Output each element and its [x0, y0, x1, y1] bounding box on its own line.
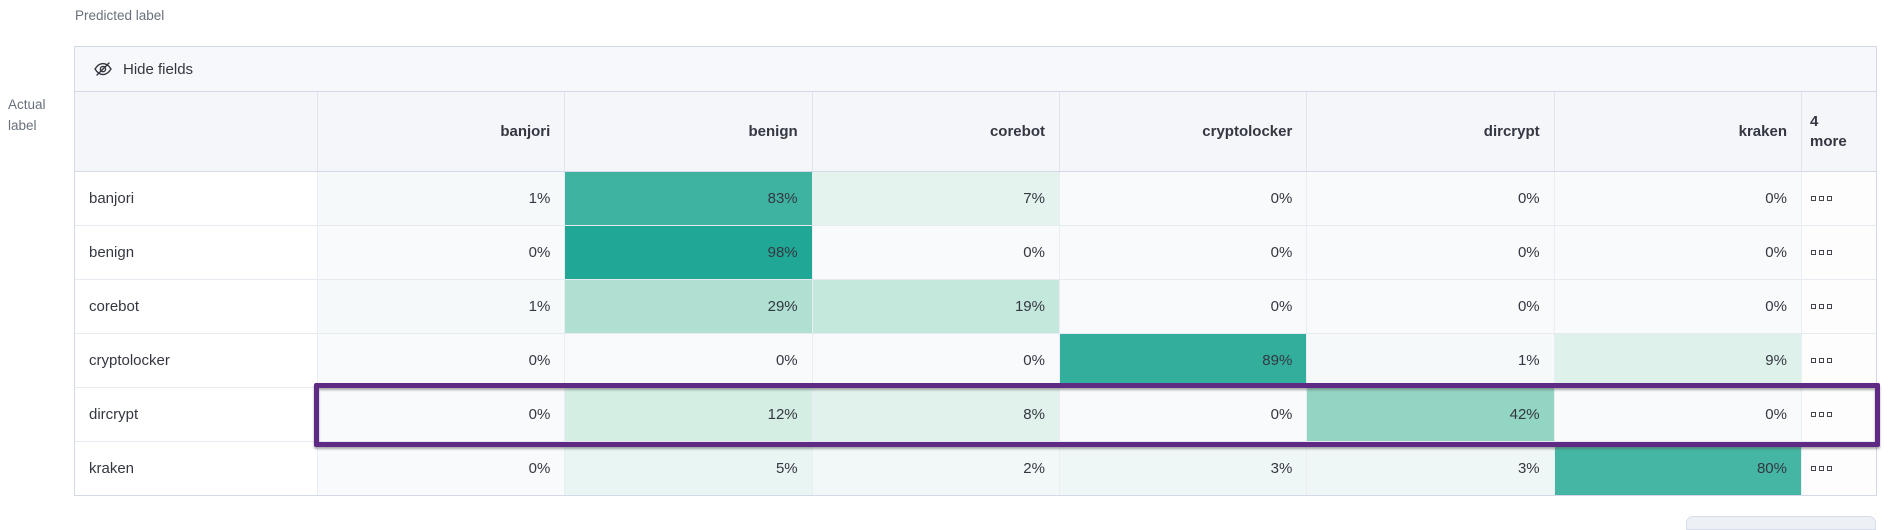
box-glyph [1826, 412, 1832, 417]
heatmap-grid: banjori benign corebot cryptolocker dircrypt… [75, 92, 1876, 495]
heatmap-cell[interactable]: 98% [565, 226, 813, 279]
column-header-cryptolocker[interactable]: cryptolocker [1060, 92, 1308, 171]
predicted-axis-label: Predicted label [75, 8, 165, 23]
heatmap-cell[interactable]: 0% [318, 334, 566, 387]
boxes-horizontal-icon[interactable] [1810, 250, 1832, 255]
row-label-cryptolocker[interactable]: cryptolocker [75, 334, 318, 387]
row-actions-cell [1801, 388, 1876, 441]
row-label-dircrypt[interactable]: dircrypt [75, 388, 318, 441]
heatmap-cell[interactable]: 0% [1059, 388, 1308, 441]
box-glyph [1810, 358, 1816, 363]
box-glyph [1818, 196, 1824, 201]
hide-fields-button[interactable]: Hide fields [75, 47, 1876, 92]
heatmap-cell[interactable]: 42% [1307, 388, 1555, 441]
heatmap-cell[interactable]: 0% [318, 226, 566, 279]
heatmap-cell[interactable]: 0% [318, 388, 566, 441]
boxes-horizontal-icon[interactable] [1810, 358, 1832, 363]
row-actions-cell [1801, 442, 1876, 495]
table-row-corebot: corebot 1% 29% 19% 0% 0% 0% [75, 280, 1876, 334]
column-header-corebot[interactable]: corebot [813, 92, 1060, 171]
box-glyph [1810, 412, 1816, 417]
box-glyph [1810, 196, 1816, 201]
confusion-matrix-table: Hide fields banjori benign corebot cryptolo… [74, 46, 1880, 496]
box-glyph [1826, 304, 1832, 309]
heatmap-cell[interactable]: 0% [565, 334, 813, 387]
table-row-banjori: banjori 1% 83% 7% 0% 0% 0% [75, 172, 1876, 226]
heatmap-cell[interactable]: 3% [1307, 442, 1555, 495]
actual-axis-label: Actual label [8, 94, 46, 136]
heatmap-cell[interactable]: 0% [1059, 172, 1308, 225]
row-label-banjori[interactable]: banjori [75, 172, 318, 225]
heatmap-cell[interactable]: 3% [1059, 442, 1308, 495]
heatmap-cell[interactable]: 2% [812, 442, 1060, 495]
box-glyph [1818, 358, 1824, 363]
boxes-horizontal-icon[interactable] [1810, 304, 1832, 309]
heatmap-cell[interactable]: 5% [565, 442, 813, 495]
hide-fields-label: Hide fields [123, 60, 194, 78]
heatmap-cell[interactable]: 19% [812, 280, 1060, 333]
box-glyph [1818, 466, 1824, 471]
actual-axis-label-line1: Actual [8, 97, 46, 112]
heatmap-cell[interactable]: 1% [318, 280, 566, 333]
heatmap-cell[interactable]: 0% [1059, 280, 1308, 333]
box-glyph [1818, 304, 1824, 309]
heatmap-cell[interactable]: 0% [1059, 226, 1308, 279]
heatmap-cell[interactable]: 0% [812, 334, 1060, 387]
box-glyph [1818, 250, 1824, 255]
heatmap-cell[interactable]: 1% [318, 172, 566, 225]
heatmap-cell[interactable]: 12% [565, 388, 813, 441]
heatmap-cell[interactable]: 80% [1554, 442, 1802, 495]
table-row-kraken: kraken 0% 5% 2% 3% 3% 80% [75, 442, 1876, 495]
row-label-benign[interactable]: benign [75, 226, 318, 279]
column-header-banjori[interactable]: banjori [318, 92, 566, 171]
column-header-more[interactable]: 4 more [1802, 92, 1876, 171]
boxes-horizontal-icon[interactable] [1810, 196, 1832, 201]
boxes-horizontal-icon[interactable] [1810, 412, 1832, 417]
heatmap-cell[interactable]: 8% [812, 388, 1060, 441]
row-actions-cell [1801, 172, 1876, 225]
heatmap-cell[interactable]: 1% [1307, 334, 1555, 387]
box-glyph [1810, 304, 1816, 309]
heatmap-cell[interactable]: 0% [812, 226, 1060, 279]
heatmap-cell[interactable]: 0% [318, 442, 566, 495]
heatmap-cell[interactable]: 0% [1307, 172, 1555, 225]
heatmap-cell[interactable]: 0% [1554, 388, 1802, 441]
heatmap-cell[interactable]: 89% [1059, 334, 1308, 387]
box-glyph [1818, 412, 1824, 417]
box-glyph [1826, 358, 1832, 363]
column-header-benign[interactable]: benign [565, 92, 813, 171]
boxes-horizontal-icon[interactable] [1810, 466, 1832, 471]
heatmap-cell[interactable]: 0% [1554, 172, 1802, 225]
row-label-kraken[interactable]: kraken [75, 442, 318, 495]
header-row: banjori benign corebot cryptolocker dircrypt… [75, 92, 1876, 172]
heatmap-cell[interactable]: 0% [1307, 280, 1555, 333]
table-row-cryptolocker: cryptolocker 0% 0% 0% 89% 1% 9% [75, 334, 1876, 388]
column-header-more-label: 4 more [1809, 112, 1847, 150]
row-label-corebot[interactable]: corebot [75, 280, 318, 333]
row-actions-cell [1801, 334, 1876, 387]
heatmap-cell[interactable]: 0% [1554, 280, 1802, 333]
table-row-dircrypt: dircrypt 0% 12% 8% 0% 42% 0% [75, 388, 1876, 442]
column-header-dircrypt[interactable]: dircrypt [1307, 92, 1555, 171]
heatmap-cell[interactable]: 83% [565, 172, 813, 225]
horizontal-scrollbar[interactable] [1686, 516, 1876, 530]
eye-closed-icon [94, 62, 112, 76]
box-glyph [1826, 250, 1832, 255]
row-actions-cell [1801, 280, 1876, 333]
table-row-benign: benign 0% 98% 0% 0% 0% 0% [75, 226, 1876, 280]
heatmap-cell[interactable]: 29% [565, 280, 813, 333]
box-glyph [1826, 196, 1832, 201]
corner-cell [75, 92, 318, 171]
box-glyph [1810, 466, 1816, 471]
heatmap-cell[interactable]: 9% [1554, 334, 1802, 387]
row-actions-cell [1801, 226, 1876, 279]
column-header-kraken[interactable]: kraken [1555, 92, 1802, 171]
actual-axis-label-line2: label [8, 118, 37, 133]
heatmap-cell[interactable]: 7% [812, 172, 1060, 225]
box-glyph [1826, 466, 1832, 471]
box-glyph [1810, 250, 1816, 255]
heatmap-cell[interactable]: 0% [1554, 226, 1802, 279]
heatmap-cell[interactable]: 0% [1307, 226, 1555, 279]
